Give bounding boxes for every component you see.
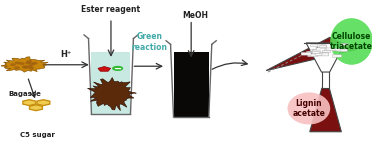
Polygon shape — [266, 37, 357, 71]
FancyBboxPatch shape — [315, 53, 322, 55]
FancyBboxPatch shape — [333, 49, 340, 51]
Circle shape — [28, 65, 33, 67]
FancyBboxPatch shape — [307, 51, 312, 53]
Bar — [174, 52, 209, 117]
Polygon shape — [87, 77, 136, 111]
FancyBboxPatch shape — [318, 53, 329, 56]
Polygon shape — [98, 66, 111, 71]
Bar — [91, 52, 130, 114]
Circle shape — [26, 62, 30, 64]
FancyBboxPatch shape — [311, 45, 318, 47]
Polygon shape — [310, 88, 341, 132]
Polygon shape — [0, 57, 48, 72]
Circle shape — [15, 62, 20, 64]
Circle shape — [23, 66, 28, 68]
FancyBboxPatch shape — [308, 54, 318, 57]
Circle shape — [15, 67, 19, 69]
Text: Cellulose
triacetate: Cellulose triacetate — [330, 32, 373, 51]
Polygon shape — [23, 100, 36, 106]
FancyBboxPatch shape — [317, 45, 326, 47]
FancyBboxPatch shape — [313, 50, 320, 52]
Circle shape — [23, 66, 27, 68]
Text: Ester reagent: Ester reagent — [81, 5, 141, 14]
Polygon shape — [306, 43, 345, 72]
Circle shape — [27, 61, 31, 62]
FancyBboxPatch shape — [319, 46, 326, 48]
FancyBboxPatch shape — [325, 49, 331, 51]
FancyBboxPatch shape — [322, 50, 330, 53]
Text: MeOH: MeOH — [182, 11, 208, 20]
Circle shape — [30, 63, 34, 65]
FancyBboxPatch shape — [332, 55, 342, 57]
Polygon shape — [322, 69, 329, 88]
FancyBboxPatch shape — [341, 44, 348, 46]
Circle shape — [20, 63, 24, 64]
FancyBboxPatch shape — [326, 48, 336, 51]
Text: Bagasse: Bagasse — [8, 91, 41, 97]
FancyBboxPatch shape — [320, 46, 326, 48]
Text: Green
reaction: Green reaction — [131, 32, 167, 52]
FancyBboxPatch shape — [301, 52, 311, 55]
Circle shape — [113, 66, 122, 70]
Circle shape — [33, 62, 37, 64]
Polygon shape — [29, 105, 42, 111]
Ellipse shape — [288, 92, 330, 125]
FancyBboxPatch shape — [312, 52, 320, 54]
FancyBboxPatch shape — [338, 49, 347, 52]
Ellipse shape — [330, 18, 373, 65]
FancyBboxPatch shape — [321, 53, 328, 55]
Text: H⁺: H⁺ — [60, 50, 71, 59]
Polygon shape — [37, 100, 50, 106]
Text: Lignin
acetate: Lignin acetate — [293, 99, 325, 118]
Text: C5 sugar: C5 sugar — [20, 132, 55, 138]
Circle shape — [11, 64, 15, 66]
FancyBboxPatch shape — [310, 49, 317, 51]
FancyBboxPatch shape — [316, 53, 323, 55]
Text: −: − — [113, 63, 122, 73]
Circle shape — [29, 67, 34, 69]
